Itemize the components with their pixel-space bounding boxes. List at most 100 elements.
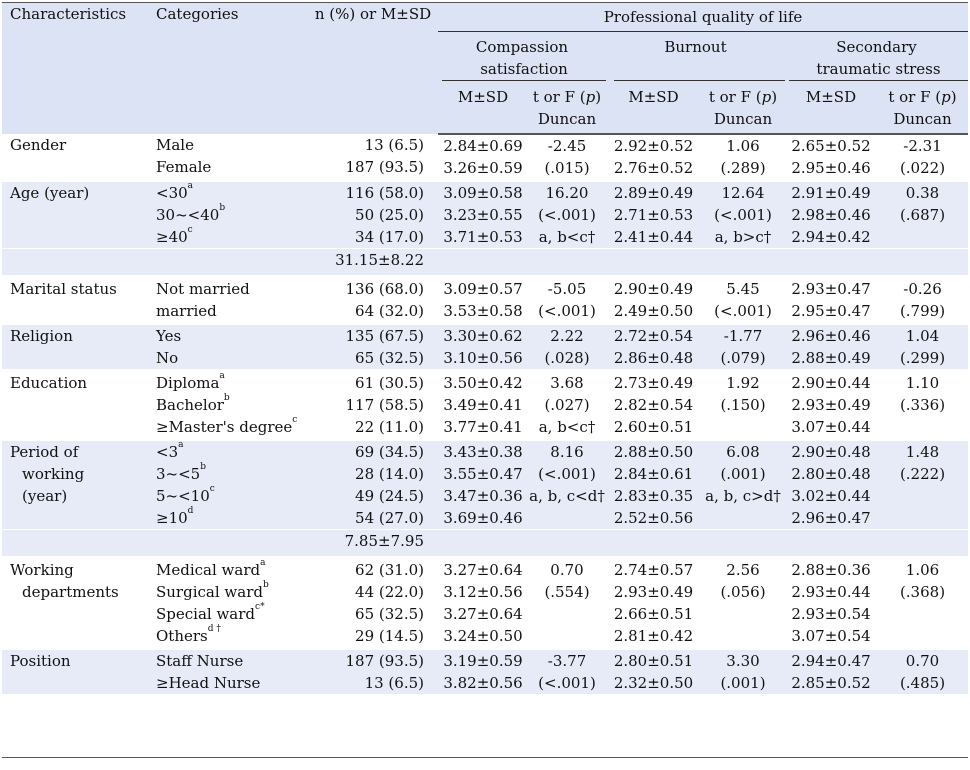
stat-value: 2.91±0.49 bbox=[791, 184, 871, 202]
n-value: 13 (6.5) bbox=[364, 136, 424, 154]
table-row-summary: 31.15±8.22 bbox=[2, 248, 968, 277]
category-item: Staff Nurse bbox=[156, 650, 308, 672]
stat-value: 2.96±0.46 bbox=[791, 327, 871, 345]
stat-bo-m: 2.92±0.52 2.76±0.52 bbox=[606, 134, 701, 181]
stat-bo-m: 2.72±0.54 2.86±0.48 bbox=[606, 322, 701, 371]
stat-value: (<.001) bbox=[714, 302, 772, 320]
row-categories: Staff Nurse ≥Head Nurse bbox=[148, 647, 308, 694]
stat-value: 2.83±0.35 bbox=[613, 487, 694, 505]
row-characteristic: Education bbox=[2, 369, 148, 440]
stat-value: 1.04 bbox=[905, 327, 940, 345]
stat-st-t: 0.70 (.485) bbox=[877, 647, 968, 694]
category-label: Male bbox=[156, 136, 194, 154]
characteristic-label: Working bbox=[10, 561, 74, 579]
stat-value: (.485) bbox=[899, 674, 946, 692]
stat-cs-t: 2.22 (.028) bbox=[528, 322, 606, 371]
stat-cs-t: 0.70 (.554) bbox=[528, 556, 606, 649]
stat-value: 2.66±0.51 bbox=[613, 605, 694, 623]
category-label: 30~<40 bbox=[156, 206, 220, 224]
category-item: Othersd † bbox=[156, 625, 308, 647]
stat-cs-t: -2.45 (.015) bbox=[528, 134, 606, 181]
stat-value: 1.10 bbox=[905, 374, 940, 392]
stat-st-m: 2.90±0.44 2.93±0.49 3.07±0.44 bbox=[785, 369, 877, 440]
stat-value: 3.19±0.59 bbox=[443, 652, 523, 670]
stat-value: (<.001) bbox=[714, 206, 772, 224]
stat-value: 3.30 bbox=[726, 652, 760, 670]
stat-value: (.336) bbox=[899, 396, 946, 414]
stat-cs-m: 3.27±0.64 3.12±0.56 3.27±0.64 3.24±0.50 bbox=[438, 556, 528, 649]
category-label: Not married bbox=[156, 280, 250, 298]
category-item: Yes bbox=[156, 325, 308, 347]
category-item: Surgical wardb bbox=[156, 581, 308, 603]
characteristic-label: Period of bbox=[10, 443, 79, 461]
stat-value: 3.55±0.47 bbox=[443, 465, 523, 483]
stat-bo-m: 2.90±0.49 2.49±0.50 bbox=[606, 275, 701, 324]
stat-value: (<.001) bbox=[538, 302, 596, 320]
stat-value: 3.49±0.41 bbox=[443, 396, 523, 414]
n-value: 54 (27.0) bbox=[355, 509, 424, 527]
stat-bo-t: 3.30 (.001) bbox=[701, 647, 785, 694]
stat-value: 2.93±0.49 bbox=[613, 583, 694, 601]
stat-value: 2.85±0.52 bbox=[791, 674, 871, 692]
header-burnout: Burnout bbox=[606, 31, 785, 83]
stat-value: (.554) bbox=[544, 583, 590, 601]
stat-value: -5.05 bbox=[547, 280, 587, 298]
n-value: 29 (14.5) bbox=[355, 627, 424, 645]
characteristic-label: Position bbox=[10, 652, 71, 670]
stat-value: 3.30±0.62 bbox=[443, 327, 523, 345]
category-label: Others bbox=[156, 627, 208, 645]
header-burnout-label: Burnout bbox=[664, 38, 727, 56]
header-categories: Categories bbox=[148, 2, 308, 134]
header-cs-t: t or F (p) Duncan bbox=[528, 83, 606, 135]
row-n: 69 (34.5) 28 (14.0) 49 (24.5) 54 (27.0) bbox=[308, 438, 438, 530]
stat-st-t: 1.04 (.299) bbox=[877, 322, 968, 371]
stat-value: 2.93±0.49 bbox=[791, 396, 871, 414]
row-characteristic: Marital status bbox=[2, 275, 148, 324]
row-categories: Male Female bbox=[148, 134, 308, 181]
stat-value: 3.82±0.56 bbox=[443, 674, 523, 692]
stat-value: 0.70 bbox=[905, 652, 940, 670]
stat-value: 2.90±0.49 bbox=[613, 280, 694, 298]
stat-cs-t: 3.68 (.027) a, b<c† bbox=[528, 369, 606, 440]
stat-value: 2.84±0.61 bbox=[613, 465, 694, 483]
table-row: Gender Male Female 13 (6.5) 187 (93.5) 2.84±0… bbox=[2, 134, 968, 181]
stat-value: 2.92±0.52 bbox=[613, 137, 694, 155]
row-characteristic: Period of working (year) bbox=[2, 438, 148, 530]
stat-value: 3.23±0.55 bbox=[443, 206, 523, 224]
stat-value: 3.68 bbox=[550, 374, 584, 392]
stat-cs-m: 3.30±0.62 3.10±0.56 bbox=[438, 322, 528, 371]
n-value: 69 (34.5) bbox=[355, 443, 424, 461]
n-value: 44 (22.0) bbox=[355, 583, 424, 601]
stat-value: -2.31 bbox=[903, 137, 942, 155]
summary-n: 31.15±8.22 bbox=[308, 248, 438, 277]
category-superscript: c* bbox=[255, 602, 265, 612]
category-label: ≥40 bbox=[156, 228, 188, 246]
stat-value: 2.88±0.36 bbox=[791, 561, 871, 579]
n-value: 61 (30.5) bbox=[355, 374, 424, 392]
category-label: <30 bbox=[156, 184, 188, 202]
row-categories: <30a 30~<40b ≥40c bbox=[148, 179, 308, 249]
category-item: 30~<40b bbox=[156, 204, 308, 226]
header-n: n (%) or M±SD bbox=[308, 2, 438, 134]
row-categories: Yes No bbox=[148, 322, 308, 371]
stat-value: 0.70 bbox=[550, 561, 584, 579]
stat-bo-t: 12.64 (<.001) a, b>c† bbox=[701, 179, 785, 249]
stat-value: -2.45 bbox=[547, 137, 587, 155]
category-item: <3a bbox=[156, 441, 308, 463]
table-row: Religion Yes No 135 (67.5) 65 (32.5) 3.30±0.6… bbox=[2, 322, 968, 371]
characteristic-label: Age (year) bbox=[10, 184, 90, 202]
header-st-t: t or F (p) Duncan bbox=[877, 83, 968, 135]
stat-value: 1.92 bbox=[726, 374, 760, 392]
n-value: 116 (58.0) bbox=[345, 184, 424, 202]
n-value: 13 (6.5) bbox=[364, 674, 424, 692]
row-categories: Diplomaa Bachelorb ≥Master's degreec bbox=[148, 369, 308, 440]
category-superscript: a bbox=[187, 181, 194, 191]
stat-value: 2.95±0.47 bbox=[791, 302, 871, 320]
category-item: 3~<5b bbox=[156, 463, 308, 485]
stat-value: 2.60±0.51 bbox=[613, 418, 694, 436]
n-value: 49 (24.5) bbox=[355, 487, 424, 505]
stat-value: (.299) bbox=[899, 349, 946, 367]
stat-value: 2.82±0.54 bbox=[613, 396, 694, 414]
stat-value: (.222) bbox=[899, 465, 946, 483]
row-n: 187 (93.5) 13 (6.5) bbox=[308, 647, 438, 694]
